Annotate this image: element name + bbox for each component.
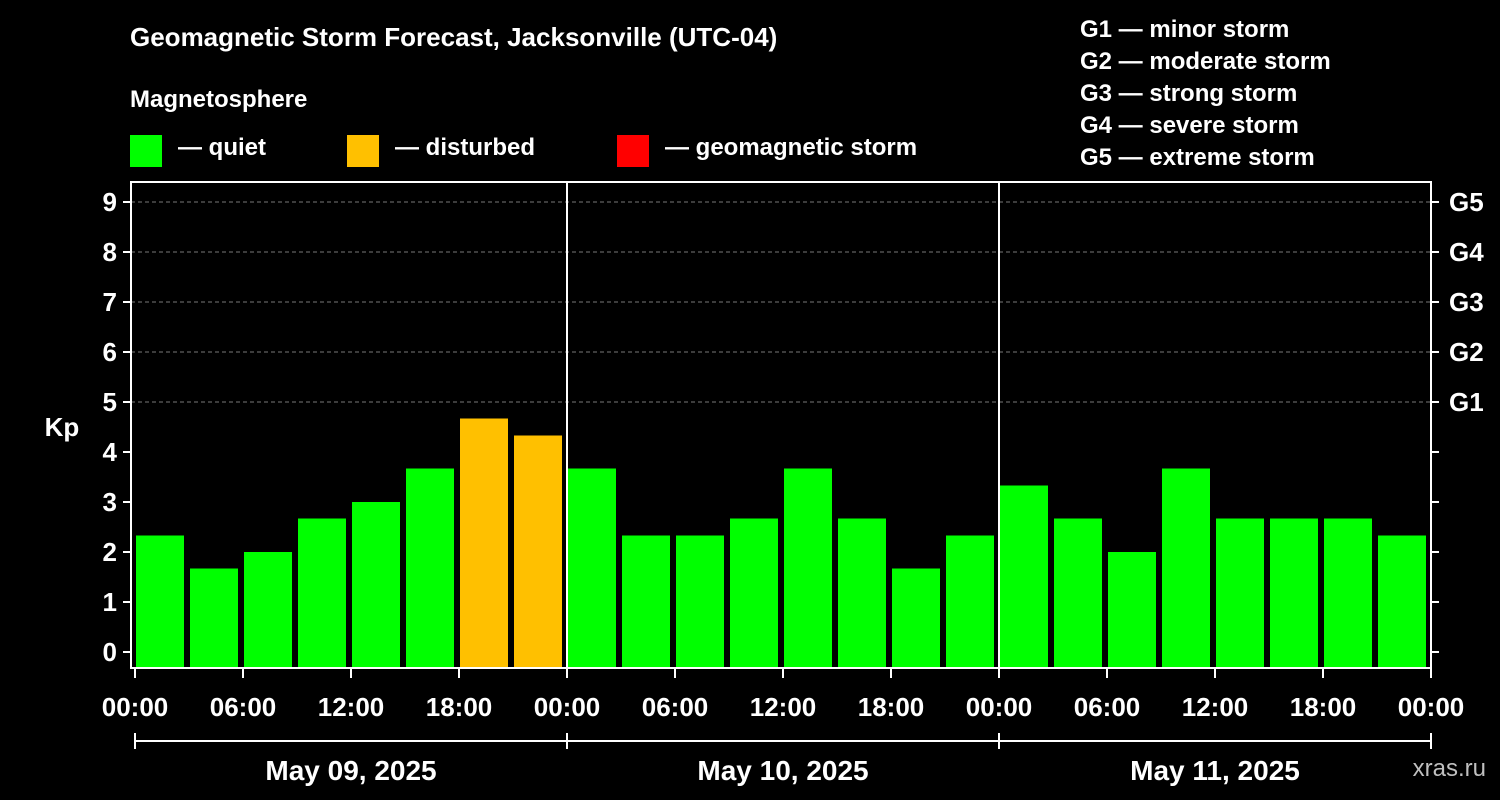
g-scale-label-g5: G5 [1449,187,1484,217]
legend-label-storm: — geomagnetic storm [665,134,918,161]
legend-swatch-quiet [130,135,162,167]
x-tick-label-5: 06:00 [642,692,709,722]
storm-scale-g4: G4 — severe storm [1080,112,1299,139]
y-tick-label-6: 6 [103,337,117,367]
kp-bar-3 [298,518,346,668]
y-tick-label-9: 9 [103,187,117,217]
kp-bar-0 [136,535,184,668]
storm-scale-g1: G1 — minor storm [1080,16,1290,43]
g-scale-label-g2: G2 [1449,337,1484,367]
x-tick-label-9: 06:00 [1074,692,1141,722]
legend-label-quiet: — quiet [178,134,266,161]
y-tick-label-2: 2 [103,537,117,567]
x-tick-label-3: 18:00 [426,692,493,722]
g-scale-label-g4: G4 [1449,237,1484,267]
kp-bar-10 [676,535,724,668]
x-tick-label-12: 00:00 [1398,692,1465,722]
storm-scale-g3: G3 — strong storm [1080,80,1298,107]
kp-bar-12 [784,468,832,668]
x-tick-label-11: 18:00 [1290,692,1357,722]
kp-bar-22 [1324,518,1372,668]
y-tick-label-3: 3 [103,487,117,517]
kp-bar-11 [730,518,778,668]
y-tick-label-1: 1 [103,587,117,617]
grid-lines [131,201,1431,403]
x-tick-label-10: 12:00 [1182,692,1249,722]
g-scale-label-g3: G3 [1449,287,1484,317]
date-label-1: May 10, 2025 [697,755,868,786]
kp-bar-17 [1054,518,1102,668]
kp-bar-5 [406,468,454,668]
x-tick-label-8: 00:00 [966,692,1033,722]
axes: 0 1 2 3 4 5 6 7 8 9 G1 G2 G3 G4 G5 00:00 06:00 12:00 18:00… [102,181,1484,786]
watermark: xras.ru [1412,755,1486,782]
plot-frame [130,181,1432,669]
kp-bar-4 [352,502,400,668]
legend-swatch-disturbed [347,135,379,167]
x-tick-label-2: 12:00 [318,692,385,722]
chart-title: Geomagnetic Storm Forecast, Jacksonville… [130,22,778,52]
y-tick-label-5: 5 [103,387,117,417]
y-tick-label-7: 7 [103,287,117,317]
legend-label-disturbed: — disturbed [395,134,536,161]
kp-bar-15 [946,535,994,668]
bar-series [136,418,1426,668]
x-tick-label-7: 18:00 [858,692,925,722]
magnetosphere-label: Magnetosphere [130,86,308,113]
kp-bar-13 [838,518,886,668]
g-scale-label-g1: G1 [1449,387,1484,417]
kp-bar-1 [190,568,238,668]
x-tick-label-6: 12:00 [750,692,817,722]
y-axis-label: Kp [45,412,80,442]
kp-bar-18 [1108,552,1156,668]
storm-scale-g2: G2 — moderate storm [1080,48,1331,75]
y-tick-label-4: 4 [103,437,118,467]
kp-bar-6 [460,418,508,668]
x-tick-label-0: 00:00 [102,692,169,722]
kp-bar-19 [1162,468,1210,668]
kp-bar-2 [244,552,292,668]
kp-bar-7 [514,435,562,668]
date-label-2: May 11, 2025 [1130,755,1300,786]
kp-bar-20 [1216,518,1264,668]
kp-bar-9 [622,535,670,668]
kp-bar-14 [892,568,940,668]
y-tick-label-0: 0 [103,637,117,667]
legend-swatch-storm [617,135,649,167]
kp-bar-16 [1000,485,1048,668]
kp-bar-21 [1270,518,1318,668]
x-tick-label-1: 06:00 [210,692,277,722]
kp-bar-23 [1378,535,1426,668]
date-label-0: May 09, 2025 [265,755,436,786]
kp-bar-8 [568,468,616,668]
x-tick-label-4: 00:00 [534,692,601,722]
y-tick-label-8: 8 [103,237,117,267]
storm-scale-g5: G5 — extreme storm [1080,144,1315,171]
